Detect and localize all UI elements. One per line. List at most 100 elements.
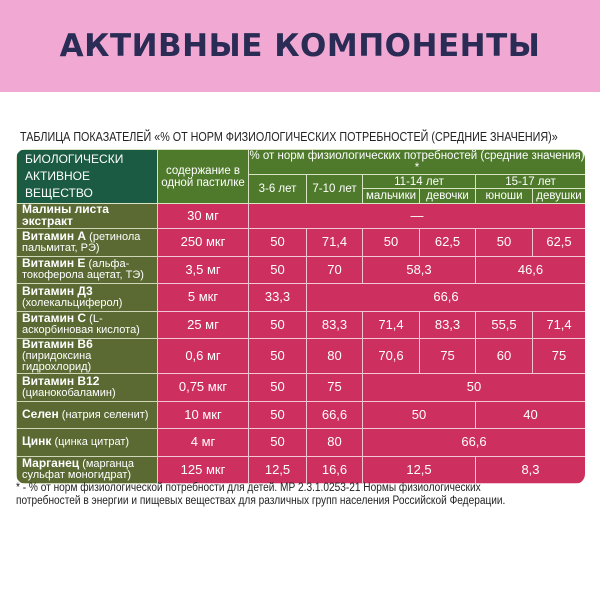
substance-form: (цианокобаламин) [22, 386, 116, 399]
content-cell: 0,6 мг [157, 338, 249, 374]
header-girls: девочки [419, 188, 476, 204]
substance-name-cell: Витамин В6 (пиридоксина гидрохлорид) [16, 338, 158, 374]
header-age-7-10: 7-10 лет [306, 174, 363, 204]
substance-name: Витамин В12 [22, 373, 100, 388]
percent-cell: 12,5 [362, 455, 476, 484]
substance-form: (марганца сульфат моногидрат) [22, 458, 135, 482]
percent-cell: — [248, 203, 585, 229]
header-youths: юноши [475, 188, 533, 204]
percent-cell: 58,3 [362, 255, 476, 284]
header-age-3-6: 3-6 лет [248, 174, 307, 204]
substance-name: Витамин А [22, 228, 87, 243]
substance-name: Малины листа экстракт [22, 203, 109, 228]
substance-name-cell: Марганец (марганца сульфат моногидрат) [16, 455, 158, 484]
content-cell: 5 мкг [157, 283, 249, 312]
percent-cell: 62,5 [419, 228, 476, 257]
header-boys: мальчики [362, 188, 420, 204]
percent-cell: 70 [306, 255, 363, 284]
percent-cell: 16,6 [306, 455, 363, 484]
substance-form: (цинка цитрат) [54, 436, 130, 449]
percent-cell: 50 [248, 228, 307, 257]
table-row: Марганец (марганца сульфат моногидрат) 12… [16, 455, 585, 484]
header-substance: БИОЛОГИЧЕСКИ АКТИВНОЕ ВЕЩЕСТВО [16, 149, 158, 204]
percent-cell: 70,6 [362, 338, 420, 374]
content-cell: 3,5 мг [157, 255, 249, 284]
percent-cell: 50 [248, 310, 307, 339]
content-cell: 4 мг [157, 428, 249, 457]
substance-name-cell: Витамин А (ретинола пальмитат, РЭ) [16, 228, 158, 257]
substance-name-cell: Малины листа экстракт [16, 203, 158, 229]
percent-cell: 50 [362, 228, 420, 257]
title-banner: АКТИВНЫЕ КОМПОНЕНТЫ [0, 0, 600, 92]
percent-cell: 75 [306, 373, 363, 402]
table-row: Цинк (цинка цитрат) 4 мг 50 80 66,6 [16, 428, 585, 457]
table-row: Витамин С (L-аскорбиновая кислота) 25 мг 5… [16, 310, 585, 339]
table-row: Витамин Е (альфа-токоферола ацетат, ТЭ) 3… [16, 255, 585, 284]
percent-cell: 12,5 [248, 455, 307, 484]
substance-name: Цинк [22, 434, 52, 449]
percent-cell: 80 [306, 338, 363, 374]
percent-cell: 50 [248, 400, 307, 429]
content-cell: 250 мкг [157, 228, 249, 257]
percent-cell: 60 [475, 338, 533, 374]
percent-cell: 80 [306, 428, 363, 457]
table-row: Витамин А (ретинола пальмитат, РЭ) 250 мк… [16, 228, 585, 257]
percent-cell: 40 [475, 400, 585, 429]
header-percent: % от норм физиологических потребностей (… [248, 149, 585, 175]
substance-name-cell: Витамин Е (альфа-токоферола ацетат, ТЭ) [16, 255, 158, 284]
substance-name: Витамин В6 [22, 338, 93, 351]
table-row: Селен (натрия селенит) 10 мкг 50 66,6 50 40 [16, 400, 585, 429]
percent-cell: 75 [419, 338, 476, 374]
percent-cell: 55,5 [475, 310, 533, 339]
percent-cell: 8,3 [475, 455, 585, 484]
substance-name-cell: Витамин Д3 (холекальциферол) [16, 283, 158, 312]
percent-cell: 71,4 [532, 310, 585, 339]
header-young-women: девушки [532, 188, 585, 204]
substance-form: (L-аскорбиновая кислота) [22, 313, 140, 337]
percent-cell: 50 [248, 338, 307, 374]
substance-form: (ретинола пальмитат, РЭ) [22, 230, 141, 254]
header-age-15-17: 15-17 лет [475, 174, 585, 189]
substance-name-cell: Цинк (цинка цитрат) [16, 428, 158, 457]
header-age-11-14: 11-14 лет [362, 174, 476, 189]
percent-cell: 46,6 [475, 255, 585, 284]
footnote: * - % от норм физиологической потребност… [16, 482, 506, 507]
substance-form: (альфа-токоферола ацетат, ТЭ) [22, 258, 144, 282]
percent-cell: 66,6 [306, 283, 585, 312]
percent-cell: 50 [475, 228, 533, 257]
content-cell: 10 мкг [157, 400, 249, 429]
percent-cell: 71,4 [306, 228, 363, 257]
percent-cell: 83,3 [419, 310, 476, 339]
substance-name-cell: Селен (натрия селенит) [16, 400, 158, 429]
percent-cell: 66,6 [362, 428, 585, 457]
percent-cell: 33,3 [248, 283, 307, 312]
substance-form: (холекальциферол) [22, 296, 123, 309]
content-cell: 125 мкг [157, 455, 249, 484]
percent-cell: 71,4 [362, 310, 420, 339]
substance-name: Марганец [22, 456, 80, 471]
percent-cell: 66,6 [306, 400, 363, 429]
percent-cell: 50 [362, 400, 476, 429]
percent-cell: 50 [248, 428, 307, 457]
percent-cell: 50 [248, 255, 307, 284]
substance-name: Витамин Е [22, 256, 86, 271]
content-cell: 25 мг [157, 310, 249, 339]
substance-name-cell: Витамин В12 (цианокобаламин) [16, 373, 158, 402]
content-cell: 0,75 мкг [157, 373, 249, 402]
nutrient-table: БИОЛОГИЧЕСКИ АКТИВНОЕ ВЕЩЕСТВО содержани… [16, 149, 585, 484]
percent-cell: 50 [362, 373, 585, 402]
substance-form: (пиридоксина гидрохлорид) [22, 350, 92, 373]
content-cell: 30 мг [157, 203, 249, 229]
substance-form: (натрия селенит) [61, 408, 149, 421]
substance-name: Витамин С [22, 311, 87, 326]
page-title: АКТИВНЫЕ КОМПОНЕНТЫ [59, 28, 541, 64]
percent-cell: 75 [532, 338, 585, 374]
table-row: Витамин Д3 (холекальциферол) 5 мкг 33,3 66,… [16, 283, 585, 312]
substance-name: Витамин Д3 [22, 283, 93, 298]
percent-cell: 83,3 [306, 310, 363, 339]
substance-name-cell: Витамин С (L-аскорбиновая кислота) [16, 310, 158, 339]
table-row: Малины листа экстракт 30 мг — [16, 203, 585, 229]
substance-name: Селен [22, 406, 59, 421]
table-row: Витамин В6 (пиридоксина гидрохлорид) 0,6 … [16, 338, 585, 374]
percent-cell: 50 [248, 373, 307, 402]
